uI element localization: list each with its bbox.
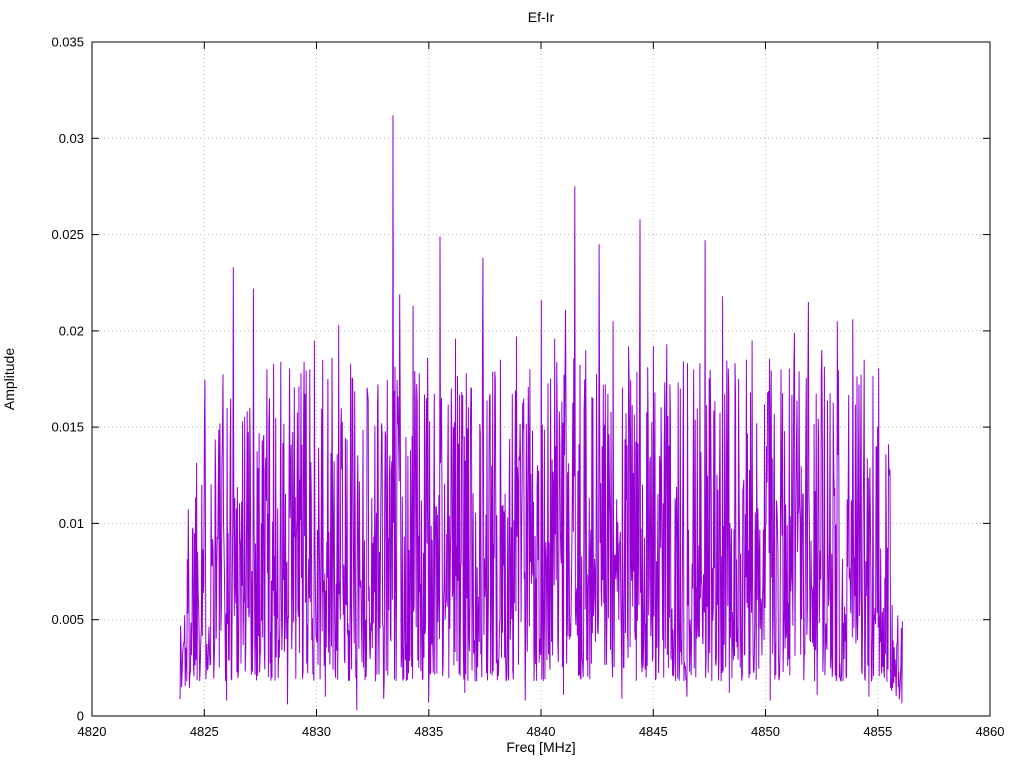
- y-tick-label: 0.005: [51, 612, 84, 627]
- y-tick-label: 0: [77, 709, 84, 724]
- x-tick-label: 4830: [302, 724, 331, 739]
- x-axis-label: Freq [MHz]: [506, 739, 575, 755]
- x-tick-label: 4825: [190, 724, 219, 739]
- y-axis-label: Amplitude: [1, 348, 17, 410]
- chart-title: Ef-Ir: [528, 9, 555, 25]
- plot-border-and-ticks: [91, 41, 991, 717]
- x-tick-label: 4840: [527, 724, 556, 739]
- x-tick-label: 4835: [414, 724, 443, 739]
- y-tick-label: 0.01: [59, 516, 84, 531]
- x-tick-label: 4860: [976, 724, 1005, 739]
- x-tick-label: 4845: [639, 724, 668, 739]
- x-tick-label: 4855: [863, 724, 892, 739]
- y-tick-label: 0.025: [51, 227, 84, 242]
- y-tick-label: 0.035: [51, 35, 84, 50]
- x-tick-label: 4850: [751, 724, 780, 739]
- tick-labels: 4820 4825 4830 4835 4840 4845 4850 4855 4860 0 0.0…: [51, 35, 1004, 740]
- y-tick-label: 0.015: [51, 420, 84, 435]
- signal-trace: [179, 115, 903, 711]
- x-tick-label: 4820: [78, 724, 107, 739]
- y-tick-label: 0.02: [59, 323, 84, 338]
- y-tick-label: 0.03: [59, 131, 84, 146]
